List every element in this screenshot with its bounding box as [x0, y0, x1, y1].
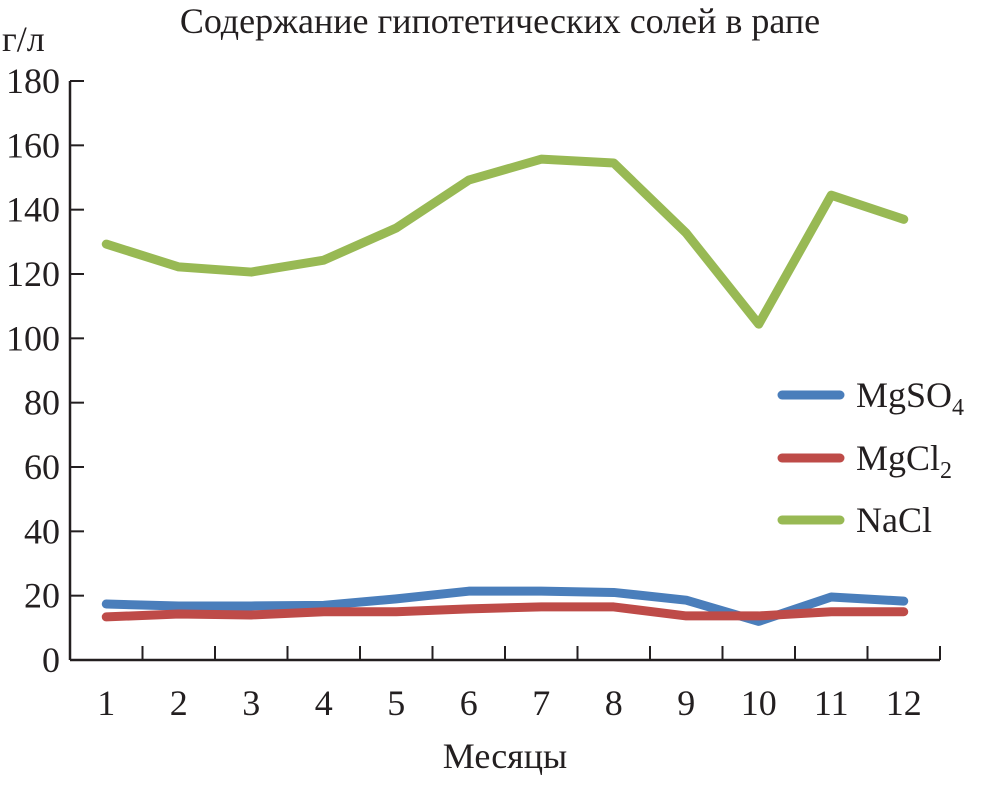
- y-tick-label: 20: [24, 576, 60, 616]
- y-tick-label: 0: [42, 640, 60, 680]
- x-tick-label: 4: [315, 683, 333, 723]
- x-tick-label: 10: [741, 683, 777, 723]
- y-axis-label: г/л: [2, 19, 45, 59]
- x-tick-label: 3: [242, 683, 260, 723]
- series-lines: [101, 154, 909, 626]
- x-tick-label: 2: [170, 683, 188, 723]
- x-tick-label: 6: [460, 683, 478, 723]
- legend-label-subscript: 2: [940, 458, 952, 484]
- legend-label-text: NaCl: [856, 500, 932, 540]
- x-tick-label: 9: [677, 683, 695, 723]
- x-tick-label: 8: [605, 683, 623, 723]
- series-line-nacl: [101, 154, 909, 329]
- series-line-mgcl2: [101, 602, 909, 622]
- y-tick-label: 80: [24, 383, 60, 423]
- x-tick-label: 1: [97, 683, 115, 723]
- legend-label: MgCl2: [856, 438, 952, 484]
- x-tick-label: 11: [814, 683, 849, 723]
- chart-title: Содержание гипотетических солей в рапе: [180, 1, 820, 41]
- y-tick-label: 180: [6, 61, 60, 101]
- y-tick-label: 40: [24, 511, 60, 551]
- x-tick-label: 12: [886, 683, 922, 723]
- x-tick-label: 5: [387, 683, 405, 723]
- y-tick-label: 120: [6, 254, 60, 294]
- legend-label: MgSO4: [856, 375, 964, 421]
- legend-label-text: MgCl: [856, 438, 940, 478]
- x-tick-label: 7: [532, 683, 550, 723]
- x-axis-label: Месяцы: [443, 736, 567, 776]
- legend-label-subscript: 4: [952, 395, 964, 421]
- legend-label: NaCl: [856, 500, 932, 540]
- y-tick-label: 160: [6, 125, 60, 165]
- legend-label-text: MgSO: [856, 375, 952, 415]
- y-tick-label: 60: [24, 447, 60, 487]
- y-tick-label: 100: [6, 318, 60, 358]
- y-tick-label: 140: [6, 190, 60, 230]
